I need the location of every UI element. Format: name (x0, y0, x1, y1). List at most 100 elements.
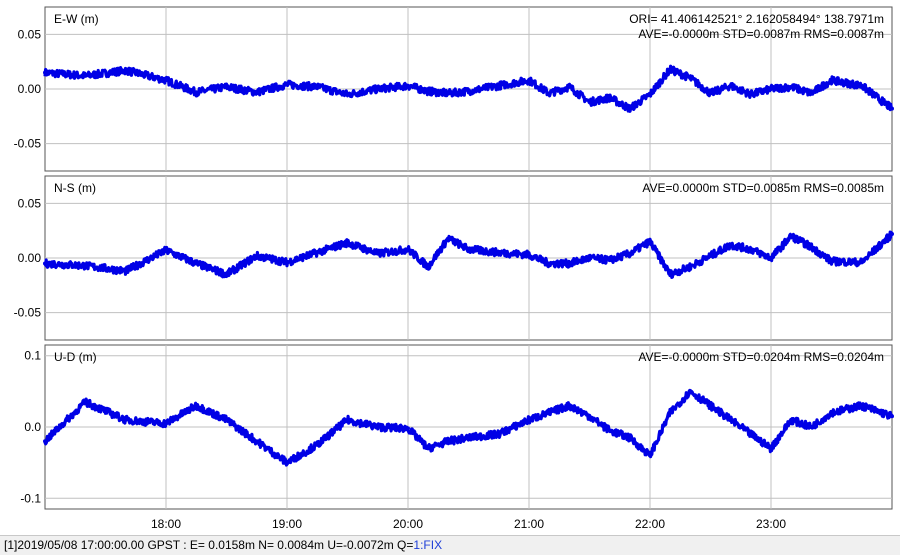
data-point (83, 400, 88, 405)
data-point (254, 253, 259, 258)
panel-e-w: 0.05 0.00 -0.05 E-W (m) ORI= 41.406142521° 2… (14, 6, 894, 172)
data-point (466, 247, 471, 252)
data-point (627, 251, 632, 256)
data-point (426, 89, 431, 94)
data-point (375, 251, 380, 256)
data-point (547, 91, 552, 96)
data-point (466, 89, 471, 94)
data-point (315, 442, 320, 447)
data-point (194, 403, 199, 408)
data-point (123, 417, 128, 422)
data-point (406, 247, 410, 252)
y-tick-label: 0.00 (18, 82, 42, 96)
data-point (728, 417, 733, 422)
data-point (426, 446, 431, 451)
data-point (285, 260, 289, 265)
data-point (890, 414, 894, 419)
data-point (708, 253, 713, 258)
y-tick-label: 0.05 (18, 27, 42, 41)
stats-label: AVE=-0.0000m STD=0.0204m RMS=0.0204m (638, 350, 884, 364)
data-point (627, 106, 632, 111)
status-readout: [1]2019/05/08 17:00:00.00 GPST : E= 0.01… (4, 538, 414, 552)
data-point (194, 90, 199, 95)
data-point (164, 248, 168, 253)
data-point (688, 264, 693, 269)
data-point (607, 258, 612, 263)
data-point (668, 67, 673, 72)
data-point (375, 425, 380, 429)
data-point (547, 410, 552, 415)
data-point (567, 403, 572, 408)
data-point (496, 250, 501, 255)
data-point (375, 87, 380, 91)
data-point (406, 426, 410, 431)
data-point (890, 231, 894, 236)
data-point (466, 435, 471, 440)
data-point (446, 439, 451, 444)
data-point (648, 453, 652, 458)
y-tick-label: -0.05 (14, 137, 42, 151)
x-tick-label: 22:00 (635, 517, 665, 531)
data-point (627, 435, 632, 440)
data-point (809, 425, 814, 429)
data-point (748, 247, 753, 252)
data-point (527, 252, 531, 257)
data-point (224, 417, 229, 422)
data-point (567, 84, 572, 89)
data-point (587, 414, 592, 419)
data-point (829, 78, 834, 83)
data-point (496, 432, 501, 437)
quality-flag: 1:FIX (413, 538, 443, 552)
data-point (789, 84, 794, 89)
x-tick-label: 21:00 (514, 517, 544, 531)
y-axis-label: U-D (m) (54, 350, 97, 364)
data-point (859, 83, 864, 88)
data-point (315, 250, 320, 255)
data-point (809, 91, 814, 96)
data-point (123, 68, 128, 73)
data-point (789, 234, 794, 239)
data-point (254, 439, 259, 444)
origin-readout: ORI= 41.406142521° 2.162058494° 138.7971… (629, 12, 884, 26)
x-tick-label: 20:00 (393, 517, 423, 531)
panel-u-d: 0.1 0.0 -0.1 U-D (m) AVE=-0.0000m STD=0.0204… (20, 344, 894, 531)
data-point (43, 439, 47, 444)
data-point (285, 82, 289, 87)
data-point (829, 410, 834, 415)
position-plot[interactable]: 0.05 0.00 -0.05 E-W (m) ORI= 41.406142521° 2… (0, 0, 900, 535)
data-point (809, 245, 814, 250)
panel-n-s: 0.05 0.00 -0.05 N-S (m) AVE=0.0000m STD=0.00… (14, 175, 894, 341)
y-axis-label: N-S (m) (54, 181, 96, 195)
data-point (648, 92, 652, 97)
y-tick-label: 0.05 (18, 196, 42, 210)
data-point (688, 76, 693, 81)
x-tick-label: 19:00 (272, 517, 302, 531)
data-point (769, 256, 773, 260)
data-point (285, 460, 289, 465)
data-point (748, 432, 753, 437)
data-point (769, 446, 773, 451)
y-tick-label: 0.00 (18, 251, 42, 265)
data-point (164, 78, 168, 83)
data-point (43, 70, 47, 75)
data-point (728, 242, 733, 247)
data-point (345, 92, 350, 97)
data-point (890, 106, 894, 111)
data-point (607, 95, 612, 100)
data-point (769, 87, 773, 91)
data-point (446, 236, 451, 241)
data-point (648, 239, 652, 244)
data-point (587, 100, 592, 105)
data-point (708, 91, 713, 96)
stats-label: AVE=0.0000m STD=0.0085m RMS=0.0085m (642, 181, 884, 195)
data-point (406, 83, 410, 88)
data-point (164, 421, 168, 426)
data-point (345, 417, 350, 422)
data-point (728, 83, 733, 88)
data-point (224, 84, 229, 89)
data-point (607, 428, 612, 433)
data-point (708, 403, 713, 408)
data-point (496, 83, 501, 88)
y-tick-label: 0.1 (24, 349, 41, 363)
data-point (527, 78, 531, 83)
